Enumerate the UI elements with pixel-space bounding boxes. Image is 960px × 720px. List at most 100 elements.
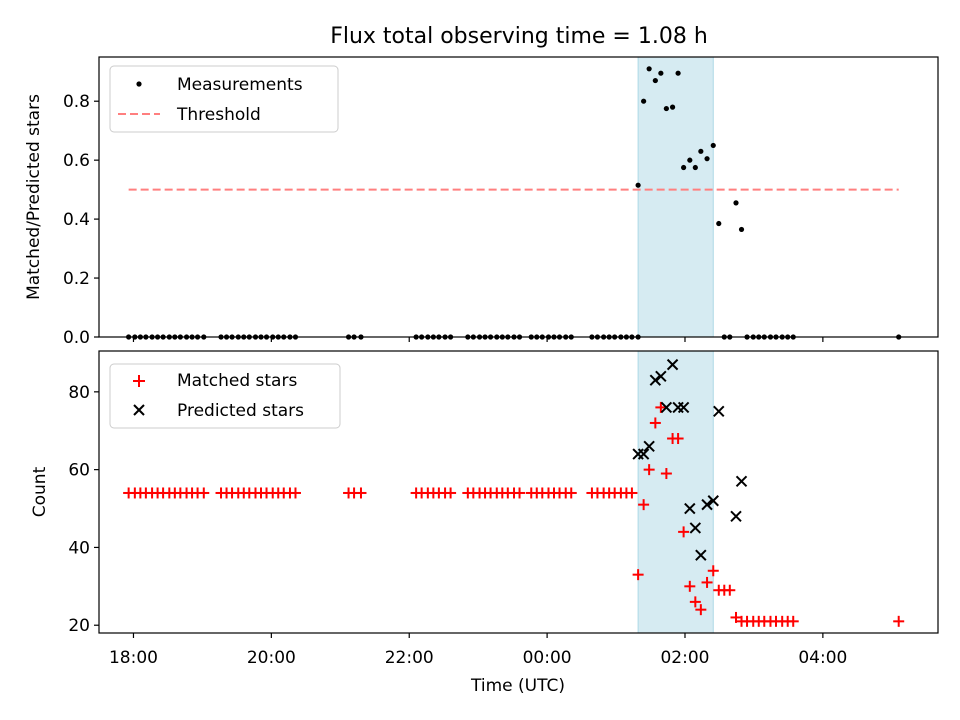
predicted-star-point bbox=[677, 401, 690, 414]
bottom-plot-frame bbox=[98, 350, 939, 634]
matched-star-point bbox=[672, 433, 684, 445]
matched-star-point bbox=[643, 464, 655, 476]
top-y-tick-label: 0.6 bbox=[63, 151, 90, 171]
measurement-point bbox=[698, 148, 704, 154]
matched-star-point bbox=[707, 565, 719, 577]
predicted-star-point bbox=[695, 549, 707, 561]
predicted-star-point bbox=[730, 510, 742, 523]
bottom-y-tick-label: 60 bbox=[68, 461, 90, 481]
matched-star-point bbox=[565, 487, 577, 499]
x-axis-label: Time (UTC) bbox=[470, 676, 565, 696]
shaded-region bbox=[637, 350, 714, 634]
matched-star-point bbox=[695, 604, 707, 616]
measurement-point bbox=[641, 98, 647, 104]
bottom-y-tick-label: 20 bbox=[68, 616, 90, 636]
measurement-point bbox=[635, 182, 641, 188]
measurement-point bbox=[738, 226, 745, 233]
measurement-point bbox=[687, 157, 693, 163]
measurement-point bbox=[704, 156, 710, 162]
top-legend: Measurements Threshold bbox=[109, 65, 339, 133]
top-panel: 0.00.20.40.60.8 Matched/Predicted stars … bbox=[24, 56, 939, 348]
legend-measurements-marker bbox=[136, 81, 142, 87]
bottom-y-axis-label: Count bbox=[30, 466, 50, 517]
predicted-star-point bbox=[713, 405, 725, 417]
predicted-star-point bbox=[707, 495, 719, 507]
matched-star-point bbox=[660, 468, 672, 480]
measurement-point bbox=[692, 164, 698, 171]
shaded-region bbox=[637, 56, 714, 338]
matched-star-point bbox=[678, 526, 690, 538]
bottom-shaded-region bbox=[637, 350, 714, 634]
predicted-star-point bbox=[643, 440, 655, 453]
matched-star-point bbox=[684, 580, 696, 592]
predicted-star-point bbox=[689, 522, 702, 534]
top-legend-box bbox=[109, 65, 339, 133]
bottom-x-tick-label: 04:00 bbox=[798, 648, 847, 668]
predicted-star-point bbox=[649, 374, 662, 386]
top-y-tick-label: 0.4 bbox=[63, 210, 90, 230]
matched-star-point bbox=[514, 487, 526, 499]
predicted-star-point bbox=[701, 498, 713, 511]
legend-threshold-label: Threshold bbox=[176, 105, 261, 125]
measurement-point bbox=[652, 77, 658, 84]
bottom-y-tick-label: 40 bbox=[68, 538, 90, 558]
legend-matched-label: Matched stars bbox=[177, 371, 297, 391]
matched-star-point bbox=[289, 487, 301, 499]
measurement-point bbox=[646, 66, 652, 72]
top-plot-frame bbox=[98, 56, 939, 338]
matched-star-point bbox=[632, 569, 644, 581]
matched-star-point bbox=[355, 487, 367, 499]
matched-star-point bbox=[724, 584, 736, 596]
matched-star-point bbox=[198, 487, 210, 499]
bottom-x-tick-label: 20:00 bbox=[247, 648, 296, 668]
top-y-axis: 0.0 0.2 0.4 0.6 0.8 bbox=[63, 92, 99, 348]
predicted-star-point bbox=[655, 370, 667, 382]
matched-star-point bbox=[689, 596, 701, 608]
predicted-star-point bbox=[666, 358, 679, 371]
measurement-point bbox=[663, 105, 669, 112]
measurement-point bbox=[669, 104, 676, 110]
top-y-axis-label: Matched/Predicted stars bbox=[24, 94, 44, 300]
matched-star-point bbox=[701, 576, 713, 588]
predicted-star-point bbox=[637, 448, 650, 460]
matched-star-point bbox=[893, 615, 905, 627]
matched-star-point bbox=[649, 417, 661, 429]
matched-star-point bbox=[787, 615, 799, 627]
chart-title: Flux total observing time = 1.08 h bbox=[330, 24, 708, 49]
bottom-x-tick-label: 00:00 bbox=[523, 648, 572, 668]
predicted-star-point bbox=[684, 502, 696, 515]
top-y-tick-label: 0.0 bbox=[63, 328, 90, 348]
bottom-legend-box bbox=[109, 363, 341, 429]
measurement-point bbox=[658, 70, 664, 76]
measurement-point bbox=[733, 200, 739, 206]
matched-star-point bbox=[730, 611, 742, 623]
bottom-x-axis: 18:00 20:00 22:00 00:00 02:00 04:00 bbox=[109, 633, 847, 668]
legend-measurements-label: Measurements bbox=[177, 75, 303, 95]
legend-predicted-marker bbox=[133, 404, 145, 416]
bottom-x-tick-label: 22:00 bbox=[385, 648, 434, 668]
bottom-y-axis: 20 40 60 80 bbox=[68, 383, 99, 636]
bottom-y-tick-label: 80 bbox=[68, 383, 90, 403]
matched-star-point bbox=[638, 499, 650, 511]
matched-star-point bbox=[626, 487, 638, 499]
matched-star-point bbox=[445, 487, 457, 499]
measurement-point bbox=[710, 142, 716, 149]
measurement-point bbox=[675, 70, 681, 76]
top-y-tick-label: 0.8 bbox=[63, 92, 90, 112]
legend-predicted-label: Predicted stars bbox=[177, 401, 304, 421]
matched-stars-series bbox=[123, 401, 905, 627]
matched-star-point bbox=[655, 401, 667, 413]
predicted-star-point bbox=[660, 401, 673, 414]
bottom-x-tick-label: 18:00 bbox=[109, 648, 158, 668]
predicted-star-point bbox=[735, 475, 748, 488]
top-y-tick-label: 0.2 bbox=[63, 269, 90, 289]
measurement-point bbox=[681, 164, 687, 171]
top-x-axis-ticks bbox=[132, 337, 824, 342]
predicted-stars-series bbox=[632, 358, 748, 561]
bottom-x-tick-label: 02:00 bbox=[660, 648, 709, 668]
bottom-legend: Matched stars Predicted stars bbox=[109, 363, 341, 429]
top-shaded-region bbox=[637, 56, 714, 338]
measurement-point bbox=[716, 220, 722, 227]
